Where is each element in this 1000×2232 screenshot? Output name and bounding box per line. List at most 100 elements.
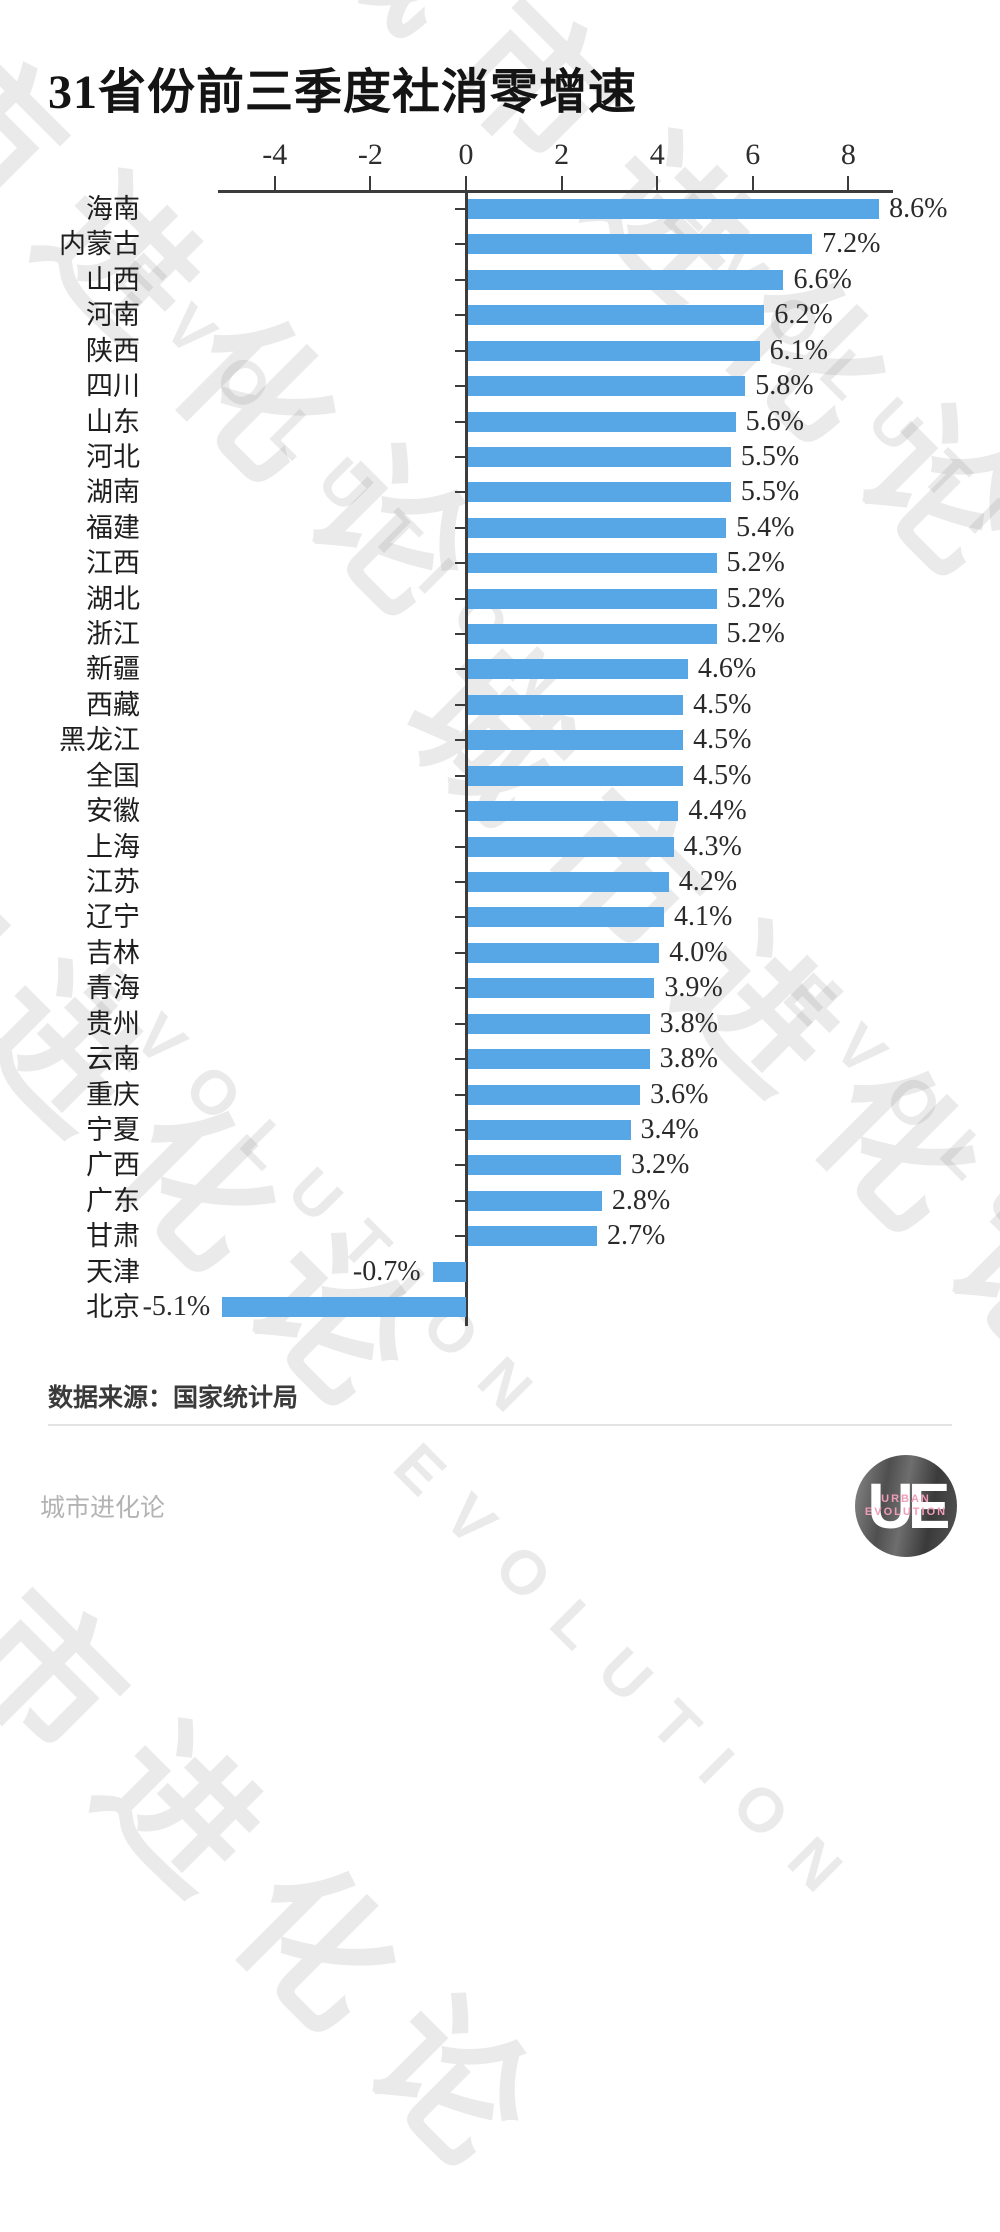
row-tick (455, 597, 466, 600)
row-tick (455, 349, 466, 352)
bar (468, 1013, 650, 1034)
bar (468, 801, 679, 822)
row-tick (455, 314, 466, 317)
row-tick (455, 455, 466, 458)
x-axis-tick (369, 176, 372, 190)
bar-row-label: 内蒙古 (59, 229, 140, 260)
bar-row-label: 广西 (86, 1150, 140, 1181)
bar-value-label: 5.5% (740, 440, 800, 472)
bar-row-label: 安徽 (86, 796, 140, 827)
row-tick (455, 1235, 466, 1238)
bar-value-label: 6.6% (793, 263, 852, 295)
bar (468, 1190, 602, 1211)
bar-row-label: 浙江 (86, 619, 140, 650)
bar-value-label: 3.8% (659, 1043, 718, 1075)
bar-value-label: 3.2% (630, 1149, 690, 1181)
zero-line (465, 190, 468, 1326)
x-axis-tick (273, 176, 276, 190)
row-tick (455, 562, 466, 565)
bar (468, 553, 717, 574)
row-tick (455, 987, 466, 990)
bar-row-label: 青海 (86, 973, 140, 1004)
bar-row-label: 全国 (86, 760, 140, 791)
bar (468, 1226, 598, 1247)
bar-value-label: 8.6% (889, 193, 948, 224)
bar-value-label: 5.2% (726, 618, 785, 650)
bar (468, 376, 746, 397)
bar-value-label: 3.6% (650, 1078, 709, 1110)
bar-row-label: 云南 (86, 1044, 140, 1075)
bar (468, 446, 731, 467)
bar-row-label: 天津 (86, 1256, 140, 1287)
x-axis-tick (656, 176, 659, 190)
bar-row-label: 重庆 (86, 1079, 140, 1110)
bar (468, 517, 727, 538)
bar (468, 836, 674, 857)
bar (468, 234, 813, 255)
x-axis-tick-label: 2 (554, 138, 570, 171)
x-axis-tick-label: -4 (262, 138, 288, 171)
x-axis-tick-label: -2 (357, 138, 383, 171)
row-tick (455, 845, 466, 848)
bar-value-label: 5.8% (755, 370, 814, 402)
row-tick (455, 880, 466, 883)
bar-value-label: 4.6% (697, 653, 757, 685)
bar-value-label: 5.4% (736, 511, 795, 543)
x-axis-tick-label: 6 (745, 138, 761, 171)
bar-value-label: 4.4% (688, 795, 747, 827)
row-tick (455, 951, 466, 954)
row-tick (455, 739, 466, 742)
bar (468, 1049, 650, 1070)
x-axis-tick-label: 0 (458, 138, 474, 171)
bar-row-label: 河北 (86, 441, 140, 472)
bar (468, 305, 765, 326)
row-tick (455, 774, 466, 777)
row-tick (455, 1128, 466, 1131)
x-axis-tick (847, 176, 850, 190)
row-tick (455, 1058, 466, 1061)
bar-value-label: 6.1% (769, 334, 828, 366)
bar-value-label: 6.2% (774, 299, 833, 331)
bar-value-label: 2.7% (607, 1220, 666, 1252)
bar-row-label: 上海 (86, 831, 140, 862)
bar-row-label: 北京 (86, 1292, 140, 1323)
bar (468, 907, 664, 928)
x-axis-tick-label: 4 (649, 138, 665, 171)
bar-value-label: 5.2% (726, 582, 785, 614)
logo-wordmark-line1: URBAN (881, 1493, 931, 1505)
bar-row-label: 甘肃 (86, 1221, 140, 1252)
bar (468, 659, 688, 680)
bar (468, 199, 880, 219)
row-tick (455, 385, 466, 388)
bar (432, 1261, 466, 1282)
page-title: 31省份前三季度社消零增速 (48, 66, 638, 119)
brand-logo: UE URBAN EVOLUTION (855, 1455, 957, 1557)
row-tick (455, 1199, 466, 1202)
bar-value-label: -5.1% (142, 1291, 211, 1323)
bar-row-label: 湖南 (86, 477, 140, 508)
bar (468, 1155, 621, 1176)
divider (48, 1424, 952, 1426)
x-axis-tick (465, 176, 467, 190)
bar (468, 694, 684, 715)
bar-row-label: 山东 (86, 406, 140, 437)
bar-value-label: 3.9% (664, 972, 723, 1004)
row-tick (455, 491, 466, 494)
bar-value-label: 4.5% (693, 759, 752, 791)
bar-row-label: 江苏 (86, 866, 140, 897)
bar-row-label: 福建 (86, 512, 140, 543)
row-tick (455, 668, 466, 671)
bar (468, 411, 736, 432)
bar-value-label: 4.0% (669, 936, 728, 968)
bar (468, 482, 731, 503)
bar-row-label: 吉林 (86, 937, 140, 968)
bar-row-label: 山西 (86, 264, 140, 295)
row-tick (455, 810, 466, 813)
bar-value-label: 4.2% (678, 865, 738, 897)
bar-row-label: 黑龙江 (59, 725, 140, 756)
row-tick (455, 1093, 466, 1096)
row-tick (455, 633, 466, 636)
row-tick (455, 526, 466, 529)
bar-row-label: 辽宁 (86, 902, 140, 933)
bar-row-label: 新疆 (86, 654, 140, 685)
